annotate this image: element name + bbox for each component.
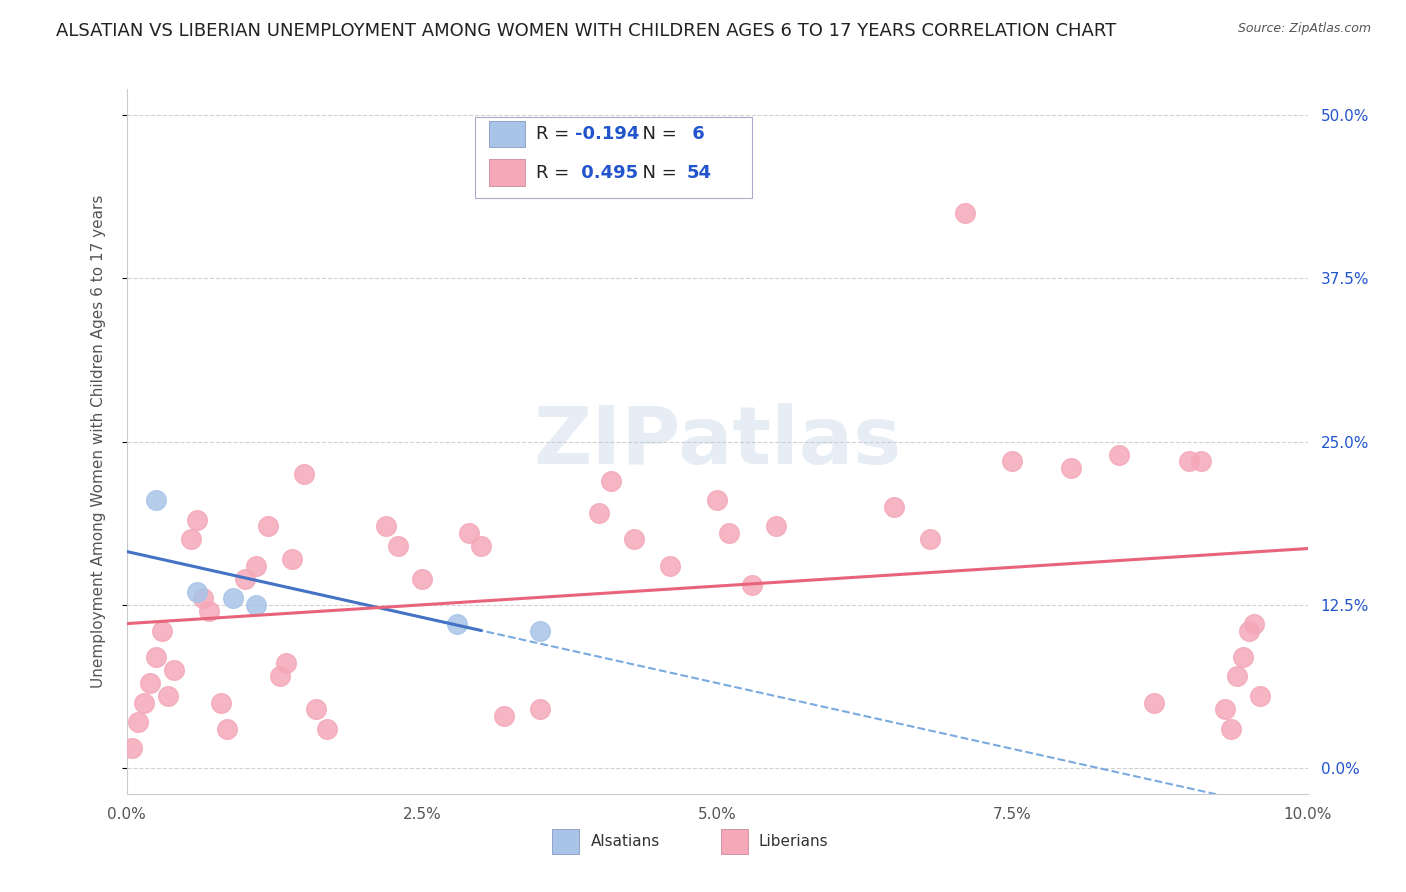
Point (304, 702, 326, 716)
Point (222, 591, 245, 606)
Point (446, 617, 468, 632)
Point (717, 525, 740, 540)
Point (1226, 669, 1249, 683)
Point (198, 604, 221, 618)
Point (1219, 722, 1241, 736)
Point (411, 572, 433, 586)
Point (269, 669, 291, 683)
Point (588, 506, 610, 520)
Point (529, 624, 551, 638)
Point (193, 591, 215, 606)
Y-axis label: Unemployment Among Women with Children Ages 6 to 17 years: Unemployment Among Women with Children A… (91, 194, 105, 689)
Point (145, 493, 167, 508)
Point (375, 519, 398, 533)
Point (623, 533, 645, 547)
FancyBboxPatch shape (551, 830, 579, 855)
Point (1237, 624, 1260, 638)
Text: ZIPatlas: ZIPatlas (533, 402, 901, 481)
Point (458, 525, 481, 540)
FancyBboxPatch shape (721, 830, 748, 855)
Point (1060, 460, 1083, 475)
Point (494, 708, 516, 723)
Point (245, 558, 267, 573)
Point (1143, 696, 1166, 710)
Text: N =: N = (631, 125, 682, 143)
Point (233, 572, 256, 586)
Point (470, 539, 492, 553)
Point (1232, 649, 1254, 664)
Point (1108, 448, 1130, 462)
Point (706, 493, 728, 508)
Point (529, 702, 551, 716)
Point (127, 715, 149, 730)
Text: Liberians: Liberians (758, 834, 828, 849)
Point (281, 552, 304, 566)
Point (387, 539, 409, 553)
Point (1243, 617, 1265, 632)
Point (1249, 689, 1271, 703)
Point (156, 689, 179, 703)
FancyBboxPatch shape (475, 118, 752, 198)
Point (1178, 454, 1201, 468)
Text: Source: ZipAtlas.com: Source: ZipAtlas.com (1237, 22, 1371, 36)
Point (658, 558, 681, 573)
Point (209, 696, 232, 710)
Text: 54: 54 (686, 164, 711, 182)
Point (186, 584, 208, 599)
Text: ALSATIAN VS LIBERIAN UNEMPLOYMENT AMONG WOMEN WITH CHILDREN AGES 6 TO 17 YEARS C: ALSATIAN VS LIBERIAN UNEMPLOYMENT AMONG … (56, 22, 1116, 40)
Point (1001, 454, 1024, 468)
Text: 6: 6 (686, 125, 704, 143)
Point (145, 649, 167, 664)
Point (245, 598, 267, 612)
Point (274, 657, 297, 671)
Point (599, 474, 621, 488)
Text: R =: R = (536, 125, 575, 143)
Text: Alsatians: Alsatians (591, 834, 659, 849)
Point (150, 624, 173, 638)
Text: -0.194: -0.194 (575, 125, 640, 143)
Text: N =: N = (631, 164, 682, 182)
Point (918, 533, 941, 547)
Point (292, 467, 315, 482)
Point (316, 722, 339, 736)
Point (215, 722, 238, 736)
Point (163, 663, 186, 677)
Point (1189, 454, 1212, 468)
FancyBboxPatch shape (489, 120, 524, 147)
Point (257, 519, 280, 533)
Point (180, 533, 202, 547)
Point (134, 696, 156, 710)
Text: 0.495: 0.495 (575, 164, 638, 182)
Point (765, 519, 787, 533)
Text: R =: R = (536, 164, 575, 182)
FancyBboxPatch shape (489, 160, 524, 186)
Point (186, 513, 208, 527)
Point (883, 500, 905, 514)
Point (1213, 702, 1236, 716)
Point (139, 676, 162, 690)
Point (741, 578, 763, 592)
Point (121, 741, 143, 756)
Point (953, 206, 976, 220)
